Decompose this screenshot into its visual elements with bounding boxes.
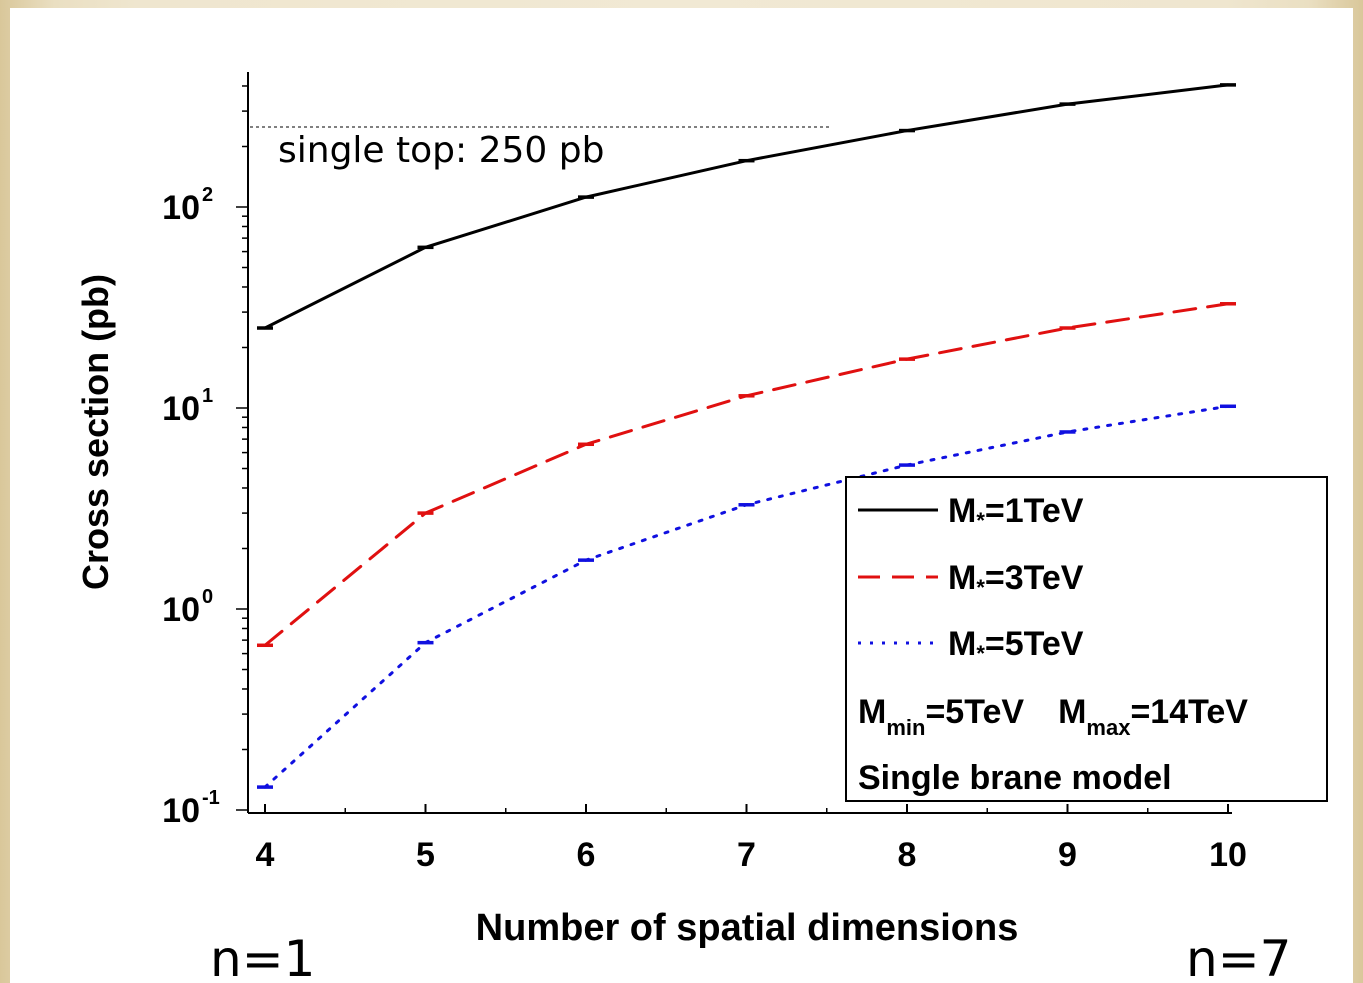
legend-label-1: M*=1TeV: [948, 492, 1084, 533]
legend-label-sub: *: [976, 508, 985, 533]
legend-label-3: M*=5TeV: [948, 625, 1084, 666]
x-tick-label-8: 8: [898, 836, 917, 874]
y-axis-label: Cross section (pb): [75, 274, 116, 590]
legend-label-2: M*=3TeV: [948, 559, 1084, 600]
legend-mmin-sub: min: [886, 715, 925, 740]
x-axis-label: Number of spatial dimensions: [476, 907, 1019, 949]
legend-mmin-val: =5TeV: [925, 693, 1024, 731]
y-tick-label-2: 10: [162, 189, 200, 227]
x-tick-label-5: 5: [416, 836, 435, 874]
legend-label-rest: =3TeV: [985, 559, 1084, 597]
x-tick-label-10: 10: [1209, 836, 1247, 874]
legend-label-sub: *: [976, 575, 985, 600]
series-layer: [257, 83, 1236, 789]
annotation-left: n=1: [210, 930, 315, 983]
x-tick-label-4: 4: [256, 836, 275, 874]
legend-label-sub: *: [976, 641, 985, 666]
legend-mmax-sub: max: [1086, 715, 1131, 740]
x-tick-label-6: 6: [577, 836, 596, 874]
series-line-1: [263, 83, 1230, 330]
y-tick-exp--1: -1: [202, 787, 220, 809]
y-tick-label-1: 10: [162, 390, 200, 428]
legend-box: [845, 476, 1328, 802]
y-tick-label--1: 10: [162, 792, 200, 830]
legend-label-rest: =5TeV: [985, 625, 1084, 663]
legend-mmax-val: =14TeV: [1130, 693, 1248, 731]
y-tick-exp-1: 1: [202, 385, 213, 407]
reference-line-label: single top: 250 pb: [278, 130, 604, 171]
legend-label-rest: =1TeV: [985, 492, 1084, 530]
y-tick-exp-0: 0: [202, 586, 213, 608]
legend-model: Single brane model: [858, 759, 1172, 797]
x-tick-label-7: 7: [737, 836, 756, 874]
legend-mmax-m: M: [1058, 693, 1086, 731]
y-tick-exp-2: 2: [202, 184, 213, 206]
x-tick-label-9: 9: [1058, 836, 1077, 874]
reference-line: single top: 250 pb: [250, 126, 832, 171]
annotation-right: n=7: [1186, 930, 1291, 983]
y-tick-label-0: 10: [162, 591, 200, 629]
